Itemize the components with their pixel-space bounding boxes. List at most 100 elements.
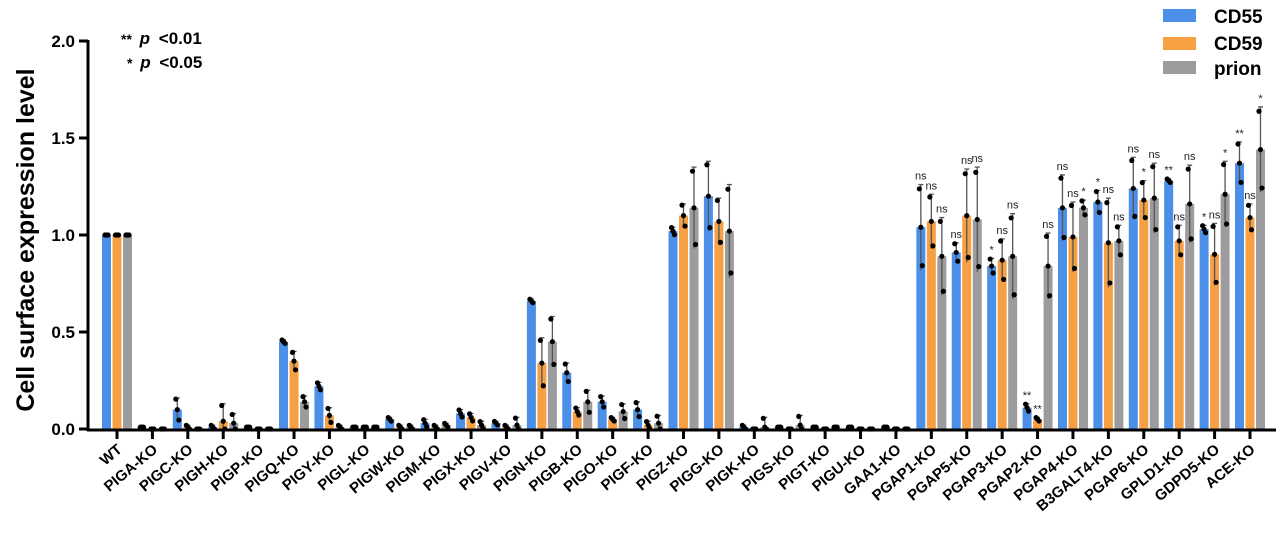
bar-cd59 [1139, 200, 1149, 429]
y-tick-label: 0.5 [51, 323, 75, 342]
data-point [537, 337, 543, 343]
data-point [599, 399, 605, 405]
data-point [1248, 227, 1255, 233]
data-point [105, 232, 111, 238]
data-point [1247, 214, 1253, 221]
data-point [1245, 202, 1252, 208]
data-point [728, 270, 734, 276]
bar-prion [1008, 256, 1018, 429]
significance-label: ns [1173, 211, 1185, 223]
significance-label: ns [971, 153, 983, 165]
data-point [717, 239, 724, 245]
data-point [918, 224, 924, 230]
data-point [1175, 224, 1181, 230]
data-point [586, 409, 592, 415]
data-point [999, 257, 1005, 263]
significance-label: ns [1007, 200, 1019, 212]
data-point [1045, 263, 1051, 269]
data-point [1079, 198, 1085, 204]
y-tick-label: 1.0 [51, 226, 75, 245]
data-point [220, 418, 226, 424]
significance-label: ns [1209, 209, 1221, 221]
data-point [1141, 197, 1147, 203]
bar-group [349, 424, 380, 430]
bar-group [208, 402, 239, 432]
data-point [725, 186, 731, 192]
data-point [1114, 224, 1120, 230]
bar-group [703, 160, 734, 429]
data-point [289, 349, 296, 355]
data-point [952, 241, 958, 247]
bar-cd59 [537, 363, 547, 429]
significance-label: ns [1113, 211, 1125, 223]
data-point [974, 216, 980, 223]
data-point [834, 424, 840, 430]
data-point [1176, 238, 1182, 244]
bar-cd55 [279, 341, 289, 429]
data-point [494, 422, 501, 428]
data-point [998, 238, 1004, 244]
data-point [328, 419, 334, 426]
bar-group [456, 407, 487, 432]
data-point [953, 249, 959, 256]
data-point [301, 399, 308, 405]
data-point [1046, 293, 1053, 299]
bar-cd55 [1057, 207, 1067, 429]
bar-cd59 [1174, 240, 1184, 429]
bar-prion [1256, 149, 1265, 429]
bar-cd55 [385, 419, 395, 429]
data-point [176, 417, 182, 423]
data-point [564, 370, 570, 376]
bar-cd55 [526, 300, 536, 429]
data-point [1153, 226, 1159, 233]
data-point [655, 420, 662, 426]
data-point [1256, 108, 1262, 114]
data-point [611, 418, 617, 424]
data-point [231, 420, 237, 426]
bar-prion [1078, 207, 1088, 429]
data-point [598, 394, 604, 400]
bar-prion [1114, 240, 1124, 429]
data-point [1010, 253, 1016, 259]
bar-cd55 [668, 231, 678, 429]
significance-label: ns [950, 229, 962, 241]
significance-label: ** [1033, 403, 1042, 415]
data-point [636, 413, 642, 420]
bar-group [491, 415, 522, 432]
data-point [976, 264, 982, 270]
data-point [927, 194, 933, 200]
bar-group [420, 417, 451, 432]
bar-group: **** ns [1022, 219, 1054, 429]
data-point [916, 186, 922, 192]
bar-cd55 [314, 386, 324, 429]
data-point [680, 213, 687, 219]
y-axis-label: Cell surface expression level [12, 68, 40, 411]
data-point [1043, 233, 1050, 239]
significance-label: ns [1127, 143, 1139, 155]
data-point [884, 424, 890, 430]
data-point [692, 241, 699, 248]
bar-cd55 [456, 413, 466, 429]
bar-cd59 [997, 260, 1007, 429]
data-point [990, 270, 996, 276]
data-point [1117, 252, 1123, 258]
data-point [1257, 147, 1264, 153]
data-point [325, 405, 331, 412]
data-point [1188, 236, 1194, 242]
bar-prion [300, 401, 310, 429]
significance-label: * [1142, 167, 1147, 179]
legend-swatch-cd59 [1163, 37, 1196, 50]
data-point [1202, 230, 1209, 236]
data-point [1150, 164, 1156, 170]
data-point [530, 300, 536, 306]
bar-cd55 [562, 372, 572, 429]
bar-cd55 [916, 227, 926, 429]
data-point [622, 415, 628, 422]
legend-label-cd59: CD59 [1214, 34, 1263, 55]
bar-cd59 [608, 419, 618, 429]
data-point [1036, 418, 1042, 424]
bar-cd59 [1210, 254, 1220, 429]
